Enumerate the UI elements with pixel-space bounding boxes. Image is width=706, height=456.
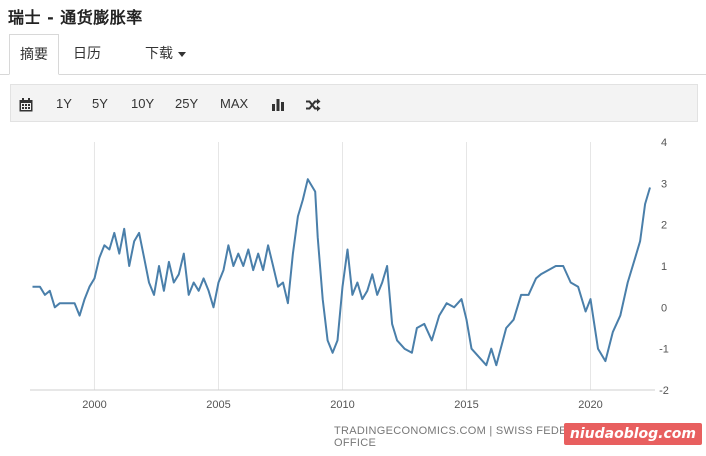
x-tick-label: 2010 — [330, 399, 354, 411]
chart-type-button[interactable] — [271, 85, 285, 123]
y-tick-label: 1 — [661, 261, 667, 273]
tab-summary-label: 摘要 — [20, 47, 48, 63]
y-tick-label: 4 — [661, 137, 667, 149]
compare-button[interactable] — [305, 85, 321, 123]
tab-summary[interactable]: 摘要 — [9, 34, 59, 75]
range-5y-button[interactable]: 5Y — [92, 96, 108, 111]
tab-download[interactable]: 下载 — [145, 34, 186, 74]
range-10y-button[interactable]: 10Y — [131, 96, 155, 111]
series-line — [32, 178, 651, 367]
chart-area: 2000 2005 2010 2015 2020 4 3 2 1 0 -1 -2 — [0, 128, 706, 452]
bar-chart-icon — [272, 98, 284, 111]
x-tick-label: 2015 — [454, 399, 478, 411]
inflation-line-chart[interactable]: 2000 2005 2010 2015 2020 4 3 2 1 0 -1 -2 — [0, 128, 706, 452]
tab-calendar[interactable]: 日历 — [73, 34, 101, 74]
y-tick-label: 2 — [661, 220, 667, 232]
tab-bar: 摘要 日历 下载 — [0, 34, 706, 75]
chart-toolbar: 1Y 5Y 10Y 25Y MAX — [10, 84, 698, 122]
y-tick-label: 0 — [661, 302, 667, 314]
range-25y-button[interactable]: 25Y — [175, 96, 199, 111]
x-tick-label: 2000 — [82, 399, 106, 411]
chevron-down-icon — [178, 51, 186, 57]
calendar-icon — [19, 97, 33, 112]
x-tick-label: 2005 — [206, 399, 230, 411]
calendar-button[interactable] — [19, 85, 33, 123]
x-tick-label: 2020 — [578, 399, 602, 411]
shuffle-icon — [306, 98, 321, 112]
range-1y-button[interactable]: 1Y — [56, 96, 72, 111]
y-tick-label: -2 — [659, 385, 669, 397]
y-tick-label: 3 — [661, 178, 667, 190]
y-tick-label: -1 — [659, 344, 669, 356]
tab-download-label: 下载 — [145, 46, 173, 62]
page-title: 瑞士 - 通货膨胀率 — [8, 8, 143, 27]
tab-calendar-label: 日历 — [73, 46, 101, 62]
watermark: niudaoblog.com — [563, 423, 702, 445]
range-max-button[interactable]: MAX — [220, 96, 249, 111]
